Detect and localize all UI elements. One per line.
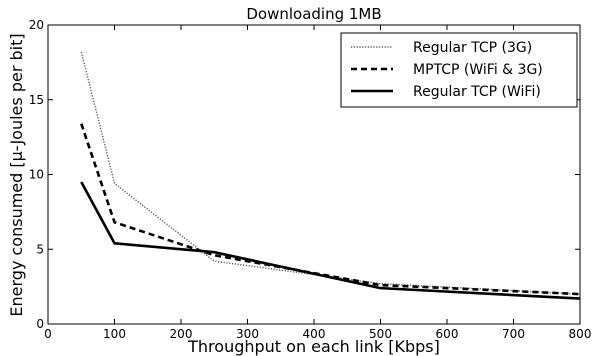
y-tick-label: 10 xyxy=(29,168,44,182)
series-line-2 xyxy=(80,123,581,296)
legend-label: MPTCP (WiFi & 3G) xyxy=(413,62,543,78)
x-tick-label: 0 xyxy=(44,327,52,341)
x-tick-label: 100 xyxy=(103,327,126,341)
legend-label: Regular TCP (3G) xyxy=(413,40,532,56)
legend: Regular TCP (3G) MPTCP (WiFi & 3G) Regular… xyxy=(340,32,578,108)
plot-area: 0 100 200 300 400 500 600 700 800 0 5 10 15 20 xyxy=(29,18,592,341)
x-tick-label: 500 xyxy=(369,327,392,341)
x-axis-label: Throughput on each link [Kbps] xyxy=(187,337,440,356)
x-tick-label: 600 xyxy=(436,327,459,341)
y-tick-label: 20 xyxy=(29,18,44,32)
x-tick-label: 700 xyxy=(502,327,525,341)
y-axis-label: Energy consumed [µ-Joules per bit] xyxy=(7,33,26,316)
legend-box xyxy=(340,32,578,108)
chart-title: Downloading 1MB xyxy=(246,5,381,23)
x-tick-label: 800 xyxy=(569,327,592,341)
x-tick-label: 200 xyxy=(170,327,193,341)
y-tick-label: 15 xyxy=(29,93,44,107)
series-line-3 xyxy=(80,181,581,300)
y-tick-label: 5 xyxy=(36,242,44,256)
x-tick-label: 400 xyxy=(303,327,326,341)
y-tick-label: 0 xyxy=(36,317,44,331)
x-tick-label: 300 xyxy=(236,327,259,341)
legend-label: Regular TCP (WiFi) xyxy=(413,84,541,100)
